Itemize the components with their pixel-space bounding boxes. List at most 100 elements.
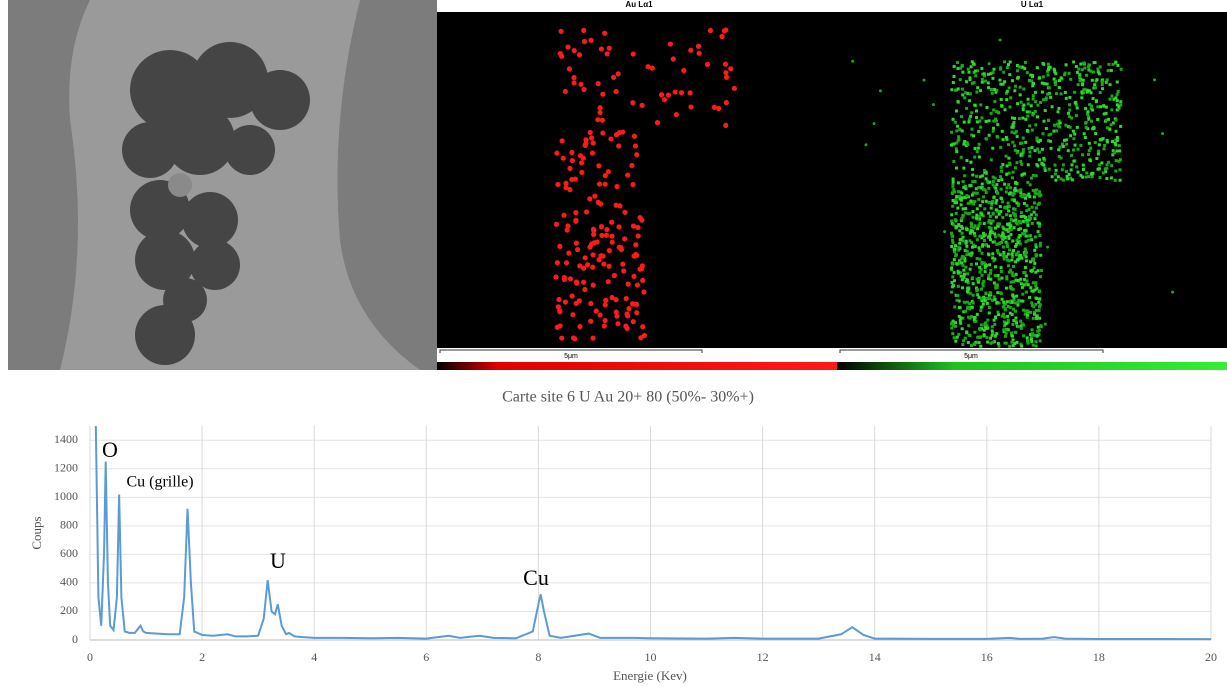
map-dot — [1034, 206, 1038, 210]
map-dot — [1024, 282, 1028, 286]
map-dot — [994, 201, 998, 205]
map-dot — [1009, 268, 1013, 272]
map-dot — [991, 71, 995, 75]
map-dot — [1013, 341, 1017, 345]
map-dot — [1114, 169, 1118, 173]
map-dot — [631, 133, 638, 139]
map-dot — [964, 241, 968, 245]
map-dot — [728, 66, 734, 72]
map-dot — [1012, 192, 1016, 196]
map-dot — [582, 286, 588, 293]
map-dot — [555, 181, 561, 188]
map-dot — [978, 214, 982, 218]
map-dot — [1012, 144, 1016, 148]
map-dot — [1068, 125, 1072, 129]
map-dot — [963, 257, 967, 261]
map-dot — [1002, 254, 1006, 258]
map-dot — [1020, 282, 1024, 286]
map-dot — [971, 215, 975, 219]
map-dot — [1101, 137, 1105, 141]
map-dot — [1086, 127, 1090, 131]
map-dot — [990, 333, 994, 337]
map-dot — [978, 221, 982, 225]
map-dot — [1066, 111, 1070, 115]
map-dot — [1013, 244, 1017, 248]
map-dot — [1028, 79, 1032, 83]
map-dot — [958, 194, 962, 198]
map-dot — [1107, 160, 1111, 164]
map-dot — [961, 235, 965, 239]
map-dot — [995, 119, 999, 123]
map-dot — [1012, 198, 1016, 202]
map-dot — [556, 296, 562, 303]
map-dot — [969, 199, 973, 203]
map-dot — [993, 235, 997, 239]
map-dot — [1031, 173, 1035, 177]
map-dot — [1026, 129, 1030, 133]
map-dot — [982, 261, 986, 265]
map-dot — [963, 249, 967, 253]
map-dot — [1008, 105, 1012, 109]
map-dot — [595, 117, 601, 123]
map-dot — [970, 251, 974, 255]
map-dot — [1055, 129, 1059, 133]
map-dot — [987, 244, 991, 248]
map-dot — [597, 105, 603, 111]
map-dot — [672, 89, 678, 95]
map-dot — [1034, 281, 1038, 285]
map-dot — [1115, 108, 1119, 112]
map-dot — [976, 227, 980, 231]
map-dot — [1115, 80, 1119, 84]
map-dot — [954, 339, 958, 343]
map-dot — [711, 104, 717, 110]
map-dot — [988, 297, 992, 301]
map-dot — [976, 280, 980, 284]
map-dot — [978, 270, 982, 274]
map-dot — [1002, 300, 1006, 304]
x-tick-label: 16 — [981, 650, 993, 664]
chart-title: Carte site 6 U Au 20+ 80 (50%- 30%+) — [502, 389, 754, 406]
map-dot — [1029, 213, 1033, 217]
map-dot — [1033, 189, 1037, 193]
map-dot — [992, 259, 996, 263]
map-dot — [1013, 131, 1017, 135]
map-dot — [989, 158, 993, 162]
map-dot — [1103, 167, 1107, 171]
map-dot — [1013, 301, 1017, 305]
map-dot — [966, 67, 970, 71]
map-dot — [965, 141, 969, 145]
map-dot — [1001, 200, 1005, 204]
map-dot — [998, 78, 1002, 82]
map-dot — [1058, 125, 1062, 129]
map-dot — [851, 59, 855, 63]
scale-label: 5μm — [564, 353, 578, 360]
map-dot — [958, 271, 962, 275]
map-dot — [1042, 98, 1046, 102]
map-dot — [1098, 176, 1102, 180]
map-dot — [1034, 253, 1038, 257]
map-dot — [1019, 221, 1023, 225]
map-dot — [641, 332, 648, 339]
map-dot — [1113, 178, 1117, 182]
map-dot — [992, 295, 996, 299]
map-dot — [963, 195, 967, 199]
map-dot — [1068, 103, 1072, 107]
map-dot — [634, 301, 640, 308]
map-dot — [1043, 168, 1047, 172]
map-dot — [960, 196, 964, 200]
map-dot — [1013, 186, 1017, 190]
map-dot — [1011, 211, 1015, 215]
map-dot — [1019, 100, 1023, 104]
map-dot — [972, 202, 976, 206]
map-dot — [1058, 79, 1062, 83]
map-dot — [1052, 77, 1056, 81]
map-dot — [988, 180, 992, 184]
map-dot — [1003, 80, 1007, 84]
map-dot — [1005, 300, 1009, 304]
map-dot — [1083, 88, 1087, 92]
map-dot — [975, 289, 979, 293]
map-dot — [1000, 314, 1004, 318]
map-dot — [1012, 295, 1016, 299]
map-dot — [1008, 299, 1012, 303]
map-dot — [962, 255, 966, 259]
